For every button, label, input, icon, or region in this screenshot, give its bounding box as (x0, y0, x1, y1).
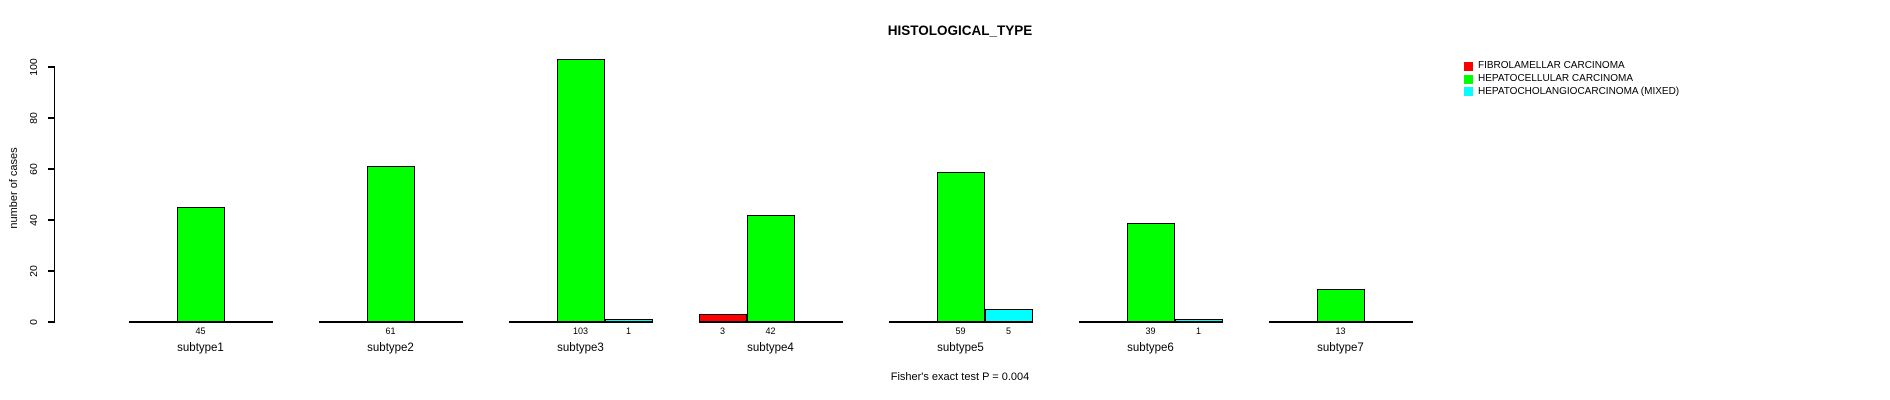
y-tick (48, 66, 55, 68)
y-tick (48, 270, 55, 272)
y-tick-label: 20 (28, 265, 40, 277)
y-axis-line (54, 67, 56, 322)
bar-subtype7-series1 (1316, 289, 1365, 322)
legend-swatch (1464, 87, 1473, 97)
legend-label: HEPATOCHOLANGIOCARCINOMA (MIXED) (1478, 85, 1680, 97)
bar-subtype4-series1 (746, 215, 795, 322)
category-label: subtype3 (557, 342, 604, 354)
legend-item-2: HEPATOCHOLANGIOCARCINOMA (MIXED) (1464, 85, 1679, 98)
bar-value-label: 45 (195, 326, 206, 336)
bar-value-label: 42 (765, 326, 776, 336)
bar-subtype3-series1 (556, 59, 605, 322)
y-tick-label: 80 (28, 112, 40, 124)
y-axis-title: number of cases (8, 147, 20, 229)
legend: FIBROLAMELLAR CARCINOMA HEPATOCELLULAR CA… (1464, 60, 1679, 98)
bar-subtype3-series2 (604, 319, 653, 322)
legend-item-1: HEPATOCELLULAR CARCINOMA (1464, 73, 1679, 86)
bar-value-label: 1 (1195, 326, 1201, 336)
legend-swatch (1464, 74, 1473, 84)
bar-value-label: 59 (955, 326, 966, 336)
bar-value-label: 103 (572, 326, 589, 336)
y-tick (48, 219, 55, 221)
y-tick-label: 40 (28, 214, 40, 226)
bar-value-label: 61 (385, 326, 396, 336)
legend-label: FIBROLAMELLAR CARCINOMA (1478, 60, 1625, 72)
y-tick-label: 0 (28, 319, 40, 325)
category-label: subtype6 (1127, 342, 1174, 354)
bar-subtype6-series1 (1126, 223, 1175, 322)
category-label: subtype7 (1317, 342, 1364, 354)
category-label: subtype1 (177, 342, 224, 354)
category-label: subtype2 (367, 342, 414, 354)
y-tick-label: 100 (28, 58, 40, 76)
y-tick (48, 168, 55, 170)
bar-value-label: 39 (1145, 326, 1156, 336)
bar-subtype4-series0 (698, 314, 747, 322)
fisher-test-note: Fisher's exact test P = 0.004 (890, 371, 1030, 383)
legend-item-0: FIBROLAMELLAR CARCINOMA (1464, 60, 1679, 73)
legend-label: HEPATOCELLULAR CARCINOMA (1478, 73, 1634, 85)
category-label: subtype5 (937, 342, 984, 354)
y-tick (48, 321, 55, 323)
bar-subtype1-series1 (176, 207, 225, 322)
category-label: subtype4 (747, 342, 794, 354)
bar-value-label: 1 (625, 326, 631, 336)
bar-value-label: 5 (1005, 326, 1011, 336)
bar-subtype5-series2 (984, 309, 1033, 322)
chart-title: HISTOLOGICAL_TYPE (887, 23, 1033, 38)
y-tick (48, 117, 55, 119)
bar-value-label: 3 (719, 326, 725, 336)
bar-subtype2-series1 (366, 166, 415, 322)
bar-subtype6-series2 (1174, 319, 1223, 322)
bar-subtype5-series1 (936, 172, 985, 322)
legend-swatch (1464, 61, 1473, 71)
y-tick-label: 60 (28, 163, 40, 175)
bar-value-label: 13 (1335, 326, 1346, 336)
